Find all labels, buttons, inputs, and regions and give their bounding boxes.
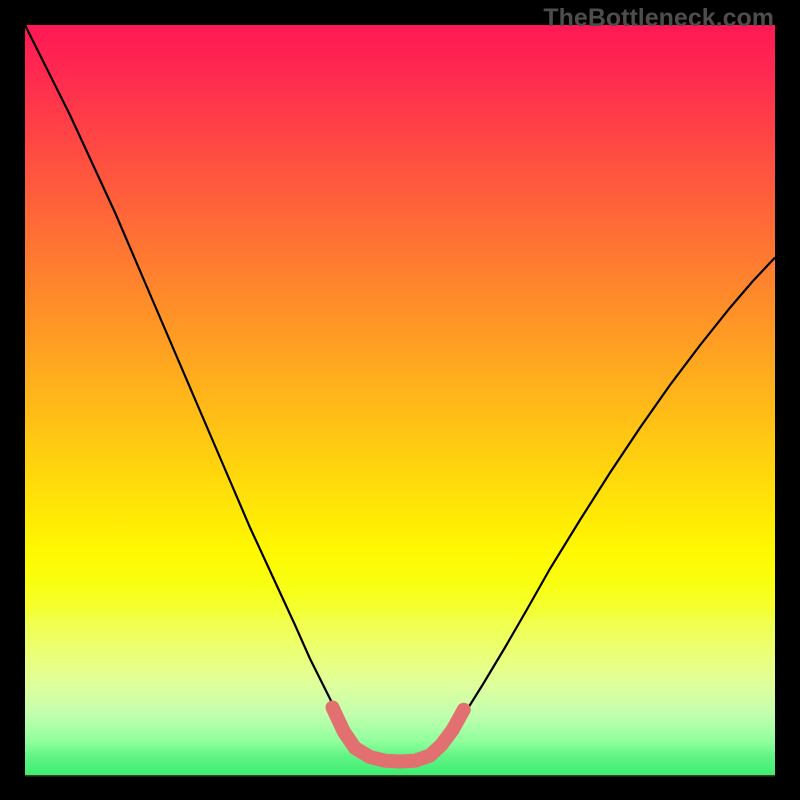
chart-svg — [0, 0, 800, 800]
watermark-text: TheBottleneck.com — [543, 4, 774, 33]
chart-frame: TheBottleneck.com — [0, 0, 800, 800]
